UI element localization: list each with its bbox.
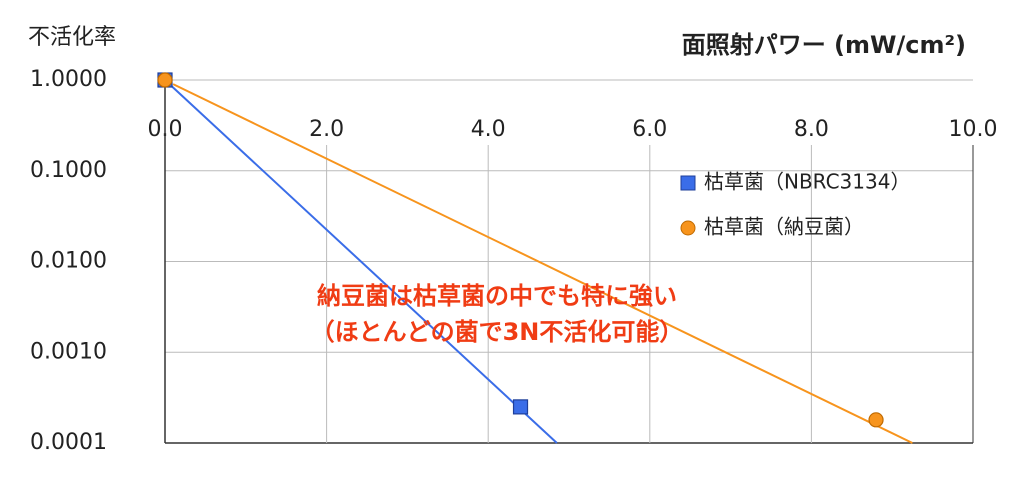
x-tick-label: 6.0	[632, 117, 667, 142]
y-tick-label: 0.0001	[30, 430, 107, 455]
legend-marker	[680, 175, 696, 191]
marker	[157, 72, 173, 88]
x-tick-label: 4.0	[471, 117, 506, 142]
y-tick-label: 0.0100	[30, 249, 107, 274]
y-tick-label: 0.1000	[30, 158, 107, 183]
legend-marker	[680, 220, 696, 236]
trend-line	[172, 83, 913, 444]
y-tick-label: 0.0010	[30, 339, 107, 364]
x-tick-label: 8.0	[794, 117, 829, 142]
y-axis-title: 不活化率	[28, 25, 116, 50]
x-tick-label: 10.0	[949, 117, 998, 142]
marker	[512, 399, 529, 415]
legend-label: 枯草菌（納豆菌）	[704, 215, 864, 239]
x-axis-title: 面照射パワー (mW/cm²)	[682, 31, 966, 59]
trend-line	[164, 79, 558, 444]
annotation: 納豆菌は枯草菌の中でも特に強い	[317, 282, 677, 310]
annotation: （ほとんどの菌で3N不活化可能）	[311, 318, 684, 346]
y-tick-label: 1.0000	[30, 67, 107, 92]
legend-label: 枯草菌（NBRC3134）	[704, 170, 910, 194]
x-tick-label: 2.0	[309, 117, 344, 142]
marker	[868, 412, 884, 428]
